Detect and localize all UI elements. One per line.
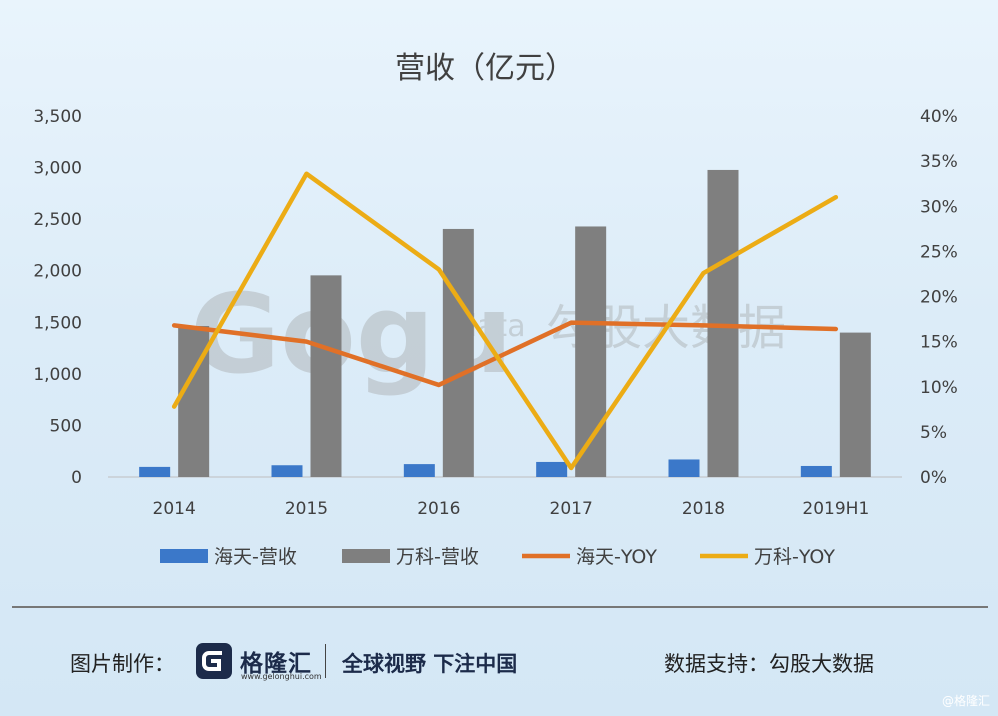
chart: Gogu data 勾股大数据 营收（亿元） 0 500 1,000 1,500 2,0… xyxy=(33,51,958,568)
lines xyxy=(171,171,839,471)
bar-vanke-revenue xyxy=(442,228,474,477)
footer: 图片制作： 格隆汇 www.gelonghui.com 全球视野 下注中国 数据… xyxy=(0,640,998,684)
bars xyxy=(139,169,871,477)
bar-haitian-revenue xyxy=(271,465,303,477)
left-tick-label: 3,000 xyxy=(33,159,82,179)
line-haitian-yoy xyxy=(171,320,839,388)
legend-label: 海天-营收 xyxy=(214,546,297,568)
right-tick-label: 10% xyxy=(920,378,958,398)
slogan: 全球视野 下注中国 xyxy=(342,652,518,676)
made-by-label: 图片制作： xyxy=(70,652,175,676)
legend-swatch xyxy=(342,549,390,563)
legend-label: 海天-YOY xyxy=(576,546,657,568)
bar-haitian-revenue xyxy=(800,465,832,477)
left-tick-label: 3,500 xyxy=(33,107,82,127)
legend: 海天-营收 万科-营收 海天-YOY 万科-YOY xyxy=(160,546,835,568)
footer-divider xyxy=(12,606,988,608)
bar-vanke-revenue xyxy=(310,275,342,477)
data-support: 数据支持：勾股大数据 xyxy=(664,652,874,676)
bar-haitian-revenue xyxy=(403,464,435,477)
bar-haitian-revenue xyxy=(139,466,171,477)
x-tick-label: 2014 xyxy=(153,499,196,519)
corner-watermark: @格隆汇 xyxy=(941,694,990,708)
x-tick-label: 2019H1 xyxy=(802,499,869,519)
right-tick-label: 5% xyxy=(920,423,947,443)
right-tick-label: 0% xyxy=(920,468,947,488)
brand-url: www.gelonghui.com xyxy=(241,672,322,681)
legend-label: 万科-营收 xyxy=(396,546,479,568)
chart-title: 营收（亿元） xyxy=(395,51,575,86)
right-axis: 0% 5% 10% 15% 20% 25% 30% 35% 40% xyxy=(920,107,958,488)
right-tick-label: 40% xyxy=(920,107,958,127)
bar-vanke-revenue xyxy=(839,332,871,477)
right-tick-label: 20% xyxy=(920,288,958,308)
x-axis: 2014 2015 2016 2017 2018 2019H1 xyxy=(153,499,870,519)
legend-label: 万科-YOY xyxy=(754,546,835,568)
brand-logo-icon xyxy=(196,643,232,679)
right-tick-label: 30% xyxy=(920,197,958,217)
brand-name: 格隆汇 xyxy=(240,651,312,677)
x-tick-label: 2017 xyxy=(550,499,593,519)
left-tick-label: 2,000 xyxy=(33,262,82,282)
x-tick-label: 2018 xyxy=(682,499,725,519)
right-tick-label: 25% xyxy=(920,242,958,262)
watermark: Gogu data 勾股大数据 xyxy=(190,270,786,398)
footer-separator xyxy=(325,644,326,678)
x-tick-label: 2016 xyxy=(417,499,460,519)
bar-haitian-revenue xyxy=(668,459,700,477)
left-tick-label: 1,500 xyxy=(33,313,82,333)
left-tick-label: 2,500 xyxy=(33,210,82,230)
right-tick-label: 35% xyxy=(920,152,958,172)
left-tick-label: 0 xyxy=(71,468,82,488)
left-tick-label: 500 xyxy=(50,416,82,436)
right-tick-label: 15% xyxy=(920,333,958,353)
line-vanke-yoy xyxy=(171,171,839,471)
legend-swatch xyxy=(160,549,208,563)
bar-haitian-revenue xyxy=(536,461,568,477)
x-tick-label: 2015 xyxy=(285,499,328,519)
bar-vanke-revenue xyxy=(178,325,210,477)
left-tick-label: 1,000 xyxy=(33,365,82,385)
left-axis: 0 500 1,000 1,500 2,000 2,500 3,000 3,500 xyxy=(33,107,82,488)
